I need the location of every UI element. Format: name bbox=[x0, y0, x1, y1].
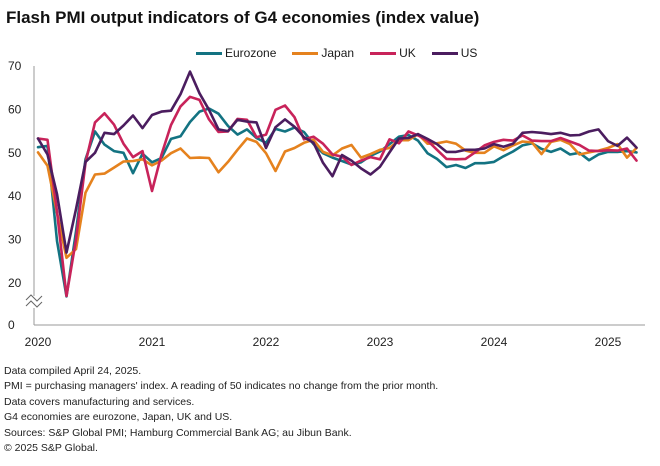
x-tick-label: 2025 bbox=[595, 335, 622, 349]
x-tick-label: 2020 bbox=[25, 335, 52, 349]
y-tick-label: 70 bbox=[8, 59, 22, 73]
axis-break-mark bbox=[25, 300, 43, 308]
legend-label-eurozone: Eurozone bbox=[225, 46, 277, 60]
y-tick-label: 60 bbox=[8, 102, 22, 116]
note-data-compiled: Data compiled April 24, 2025. bbox=[4, 365, 142, 377]
series-line-japan bbox=[36, 132, 638, 260]
legend-label-uk: UK bbox=[399, 46, 416, 60]
note-g4-definition: G4 economies are eurozone, Japan, UK and… bbox=[4, 411, 233, 424]
series-line-eurozone bbox=[36, 107, 638, 298]
series-line-us bbox=[36, 70, 638, 254]
legend-item-us: US bbox=[431, 46, 478, 60]
note-data-coverage: Data covers manufacturing and services. bbox=[4, 395, 195, 408]
legend-item-eurozone: Eurozone bbox=[196, 46, 276, 60]
axis-break-mark bbox=[25, 294, 43, 302]
x-tick-label: 2022 bbox=[253, 335, 280, 349]
legend-label-us: US bbox=[460, 46, 478, 60]
legend-label-japan: Japan bbox=[321, 46, 355, 60]
series-line-uk bbox=[36, 95, 638, 298]
chart-legend: Eurozone Japan UK US bbox=[196, 46, 477, 60]
legend-item-uk: UK bbox=[370, 46, 416, 60]
x-tick-label: 2021 bbox=[139, 335, 166, 349]
y-tick-label: 40 bbox=[8, 189, 22, 203]
y-tick-label: 30 bbox=[8, 233, 22, 247]
note-pmi-definition: PMI = purchasing managers' index. A read… bbox=[4, 380, 439, 393]
legend-swatch-japan bbox=[292, 51, 319, 55]
chart-title: Flash PMI output indicators of G4 econom… bbox=[6, 8, 480, 27]
axis-break-mask bbox=[26, 296, 42, 308]
legend-swatch-eurozone bbox=[196, 51, 222, 55]
legend-swatch-us bbox=[431, 51, 458, 55]
legend-swatch-uk bbox=[370, 51, 397, 55]
x-tick-label: 2024 bbox=[481, 335, 508, 349]
x-tick-label: 2023 bbox=[367, 335, 394, 349]
note-sources: Sources: S&P Global PMI; Hamburg Commerc… bbox=[4, 426, 352, 439]
note-copyright: © 2025 S&P Global. bbox=[4, 442, 98, 455]
legend-item-japan: Japan bbox=[292, 46, 354, 60]
y-tick-label: 50 bbox=[8, 146, 22, 160]
y-tick-label: 20 bbox=[8, 276, 22, 290]
y-tick-label: 0 bbox=[8, 318, 15, 332]
chart-notes: Data compiled April 24, 2025. PMI = purc… bbox=[4, 364, 438, 456]
